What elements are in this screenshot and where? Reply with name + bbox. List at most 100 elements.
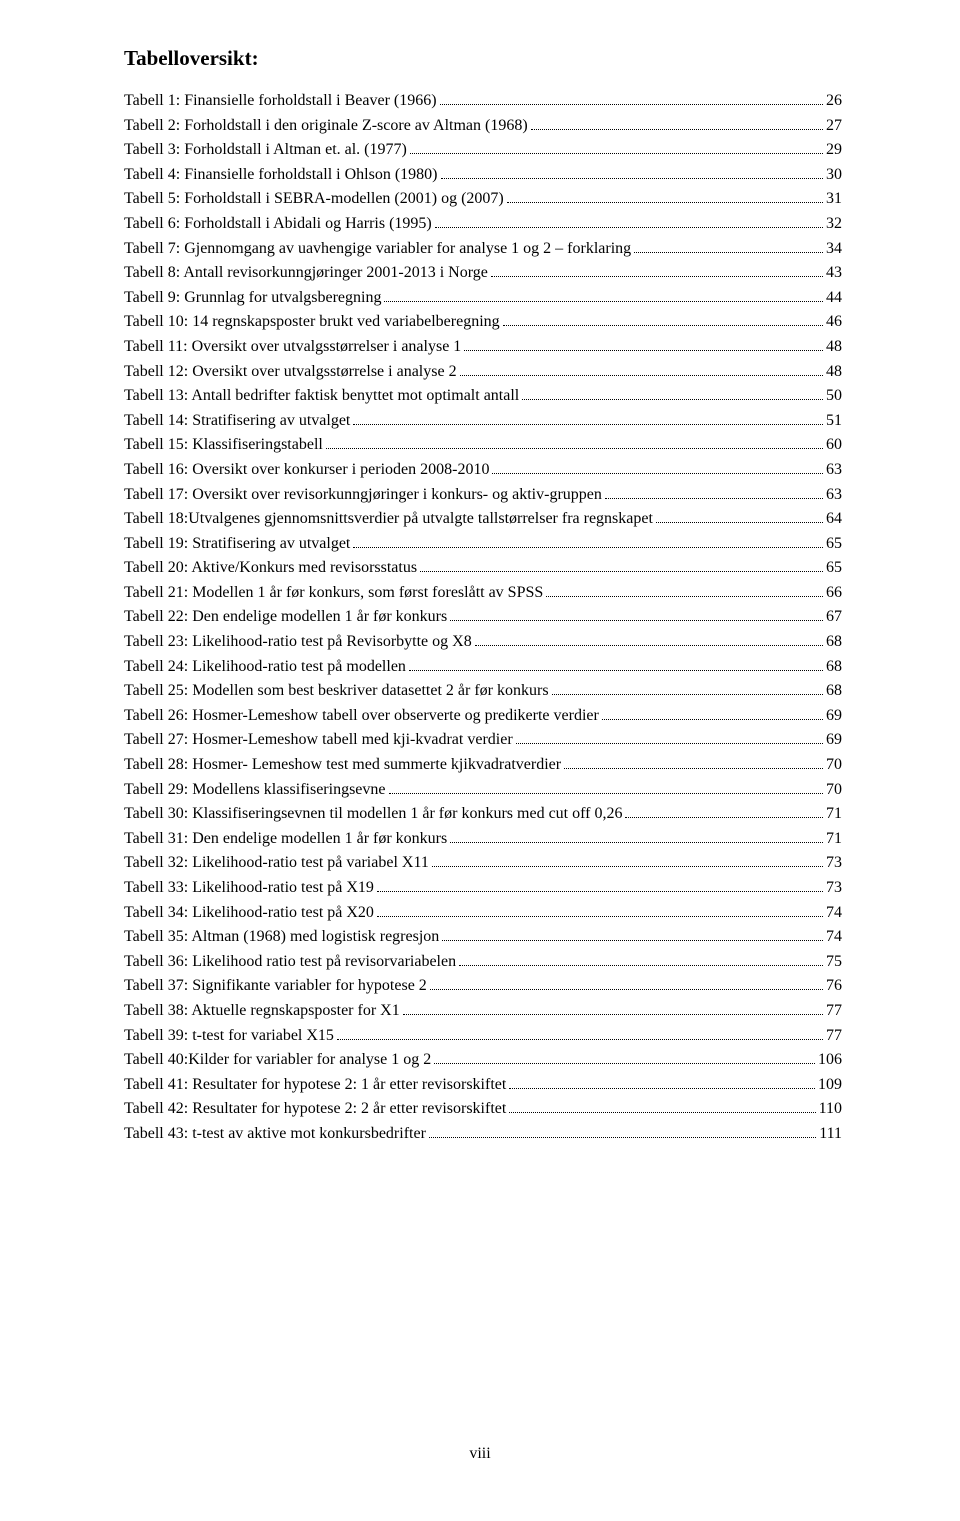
toc-entry-page: 60 xyxy=(826,437,842,453)
toc-entry-label: Tabell 7: Gjennomgang av uavhengige vari… xyxy=(124,241,631,257)
toc-entry-page: 111 xyxy=(819,1126,842,1142)
toc-entry: Tabell 35: Altman (1968) med logistisk r… xyxy=(124,929,842,945)
page-footer-number: viii xyxy=(0,1445,960,1463)
toc-leader-dots xyxy=(460,375,823,376)
toc-entry: Tabell 8: Antall revisorkunngjøringer 20… xyxy=(124,265,842,281)
toc-entry-label: Tabell 22: Den endelige modellen 1 år fø… xyxy=(124,609,447,625)
toc-entry-page: 74 xyxy=(826,929,842,945)
toc-entry: Tabell 41: Resultater for hypotese 2: 1 … xyxy=(124,1077,842,1093)
toc-leader-dots xyxy=(491,276,823,277)
toc-entry-page: 34 xyxy=(826,241,842,257)
toc-entry-page: 69 xyxy=(826,732,842,748)
toc-entry-label: Tabell 29: Modellens klassifiseringsevne xyxy=(124,782,386,798)
toc-entry: Tabell 10: 14 regnskapsposter brukt ved … xyxy=(124,314,842,330)
toc-entry-page: 70 xyxy=(826,782,842,798)
toc-entry-page: 70 xyxy=(826,757,842,773)
toc-entry-label: Tabell 36: Likelihood ratio test på revi… xyxy=(124,954,456,970)
toc-leader-dots xyxy=(434,1063,815,1064)
toc-list: Tabell 1: Finansielle forholdstall i Bea… xyxy=(124,93,842,1142)
toc-leader-dots xyxy=(475,645,823,646)
toc-leader-dots xyxy=(522,399,823,400)
toc-entry: Tabell 29: Modellens klassifiseringsevne… xyxy=(124,782,842,798)
toc-entry: Tabell 6: Forholdstall i Abidali og Harr… xyxy=(124,216,842,232)
toc-entry-page: 44 xyxy=(826,290,842,306)
toc-entry-page: 32 xyxy=(826,216,842,232)
toc-entry-label: Tabell 2: Forholdstall i den originale Z… xyxy=(124,118,528,134)
toc-leader-dots xyxy=(389,793,824,794)
toc-entry-page: 63 xyxy=(826,487,842,503)
toc-entry-page: 51 xyxy=(826,413,842,429)
toc-entry: Tabell 28: Hosmer- Lemeshow test med sum… xyxy=(124,757,842,773)
toc-entry: Tabell 4: Finansielle forholdstall i Ohl… xyxy=(124,167,842,183)
toc-entry-page: 68 xyxy=(826,683,842,699)
toc-entry-label: Tabell 42: Resultater for hypotese 2: 2 … xyxy=(124,1101,506,1117)
toc-leader-dots xyxy=(602,719,823,720)
toc-entry-page: 73 xyxy=(826,855,842,871)
toc-leader-dots xyxy=(552,694,823,695)
toc-entry: Tabell 37: Signifikante variabler for hy… xyxy=(124,978,842,994)
toc-entry: Tabell 38: Aktuelle regnskapsposter for … xyxy=(124,1003,842,1019)
toc-entry: Tabell 25: Modellen som best beskriver d… xyxy=(124,683,842,699)
toc-leader-dots xyxy=(430,989,823,990)
toc-entry: Tabell 11: Oversikt over utvalgsstørrels… xyxy=(124,339,842,355)
toc-entry-label: Tabell 32: Likelihood-ratio test på vari… xyxy=(124,855,429,871)
toc-heading: Tabelloversikt: xyxy=(124,46,842,71)
toc-leader-dots xyxy=(516,743,823,744)
toc-entry-label: Tabell 41: Resultater for hypotese 2: 1 … xyxy=(124,1077,506,1093)
toc-entry: Tabell 24: Likelihood-ratio test på mode… xyxy=(124,659,842,675)
toc-entry-page: 77 xyxy=(826,1028,842,1044)
toc-entry-label: Tabell 6: Forholdstall i Abidali og Harr… xyxy=(124,216,432,232)
toc-entry-page: 109 xyxy=(818,1077,842,1093)
toc-entry-page: 26 xyxy=(826,93,842,109)
toc-entry-label: Tabell 13: Antall bedrifter faktisk beny… xyxy=(124,388,519,404)
toc-entry: Tabell 36: Likelihood ratio test på revi… xyxy=(124,954,842,970)
toc-leader-dots xyxy=(420,571,823,572)
toc-entry: Tabell 26: Hosmer-Lemeshow tabell over o… xyxy=(124,708,842,724)
toc-entry-label: Tabell 16: Oversikt over konkurser i per… xyxy=(124,462,489,478)
toc-entry-page: 48 xyxy=(826,339,842,355)
toc-entry-page: 75 xyxy=(826,954,842,970)
toc-leader-dots xyxy=(564,768,823,769)
toc-entry-label: Tabell 8: Antall revisorkunngjøringer 20… xyxy=(124,265,488,281)
toc-leader-dots xyxy=(450,620,823,621)
toc-entry-label: Tabell 33: Likelihood-ratio test på X19 xyxy=(124,880,374,896)
toc-entry-label: Tabell 37: Signifikante variabler for hy… xyxy=(124,978,427,994)
toc-leader-dots xyxy=(509,1088,815,1089)
toc-leader-dots xyxy=(450,842,823,843)
toc-entry: Tabell 30: Klassifiseringsevnen til mode… xyxy=(124,806,842,822)
toc-leader-dots xyxy=(326,448,823,449)
toc-leader-dots xyxy=(410,153,823,154)
toc-leader-dots xyxy=(440,104,823,105)
toc-entry-label: Tabell 10: 14 regnskapsposter brukt ved … xyxy=(124,314,500,330)
toc-entry-page: 27 xyxy=(826,118,842,134)
toc-leader-dots xyxy=(384,301,823,302)
toc-entry: Tabell 12: Oversikt over utvalgsstørrels… xyxy=(124,364,842,380)
toc-entry-page: 73 xyxy=(826,880,842,896)
toc-entry-page: 65 xyxy=(826,560,842,576)
toc-leader-dots xyxy=(441,178,824,179)
toc-entry-page: 65 xyxy=(826,536,842,552)
toc-entry: Tabell 43: t-test av aktive mot konkursb… xyxy=(124,1126,842,1142)
toc-entry: Tabell 23: Likelihood-ratio test på Revi… xyxy=(124,634,842,650)
toc-leader-dots xyxy=(507,202,823,203)
toc-entry-page: 110 xyxy=(819,1101,842,1117)
toc-leader-dots xyxy=(634,252,823,253)
toc-entry-label: Tabell 17: Oversikt over revisorkunngjør… xyxy=(124,487,602,503)
toc-entry: Tabell 1: Finansielle forholdstall i Bea… xyxy=(124,93,842,109)
toc-entry: Tabell 40:Kilder for variabler for analy… xyxy=(124,1052,842,1068)
toc-entry-page: 29 xyxy=(826,142,842,158)
toc-entry: Tabell 5: Forholdstall i SEBRA-modellen … xyxy=(124,191,842,207)
toc-entry: Tabell 7: Gjennomgang av uavhengige vari… xyxy=(124,241,842,257)
toc-entry-page: 64 xyxy=(826,511,842,527)
toc-leader-dots xyxy=(403,1014,823,1015)
toc-entry-label: Tabell 25: Modellen som best beskriver d… xyxy=(124,683,549,699)
toc-entry-page: 69 xyxy=(826,708,842,724)
toc-entry-label: Tabell 38: Aktuelle regnskapsposter for … xyxy=(124,1003,400,1019)
toc-leader-dots xyxy=(353,547,823,548)
toc-entry-page: 43 xyxy=(826,265,842,281)
toc-entry: Tabell 17: Oversikt over revisorkunngjør… xyxy=(124,487,842,503)
toc-entry: Tabell 16: Oversikt over konkurser i per… xyxy=(124,462,842,478)
toc-entry: Tabell 20: Aktive/Konkurs med revisorsst… xyxy=(124,560,842,576)
toc-entry-page: 71 xyxy=(826,831,842,847)
toc-entry-label: Tabell 4: Finansielle forholdstall i Ohl… xyxy=(124,167,438,183)
